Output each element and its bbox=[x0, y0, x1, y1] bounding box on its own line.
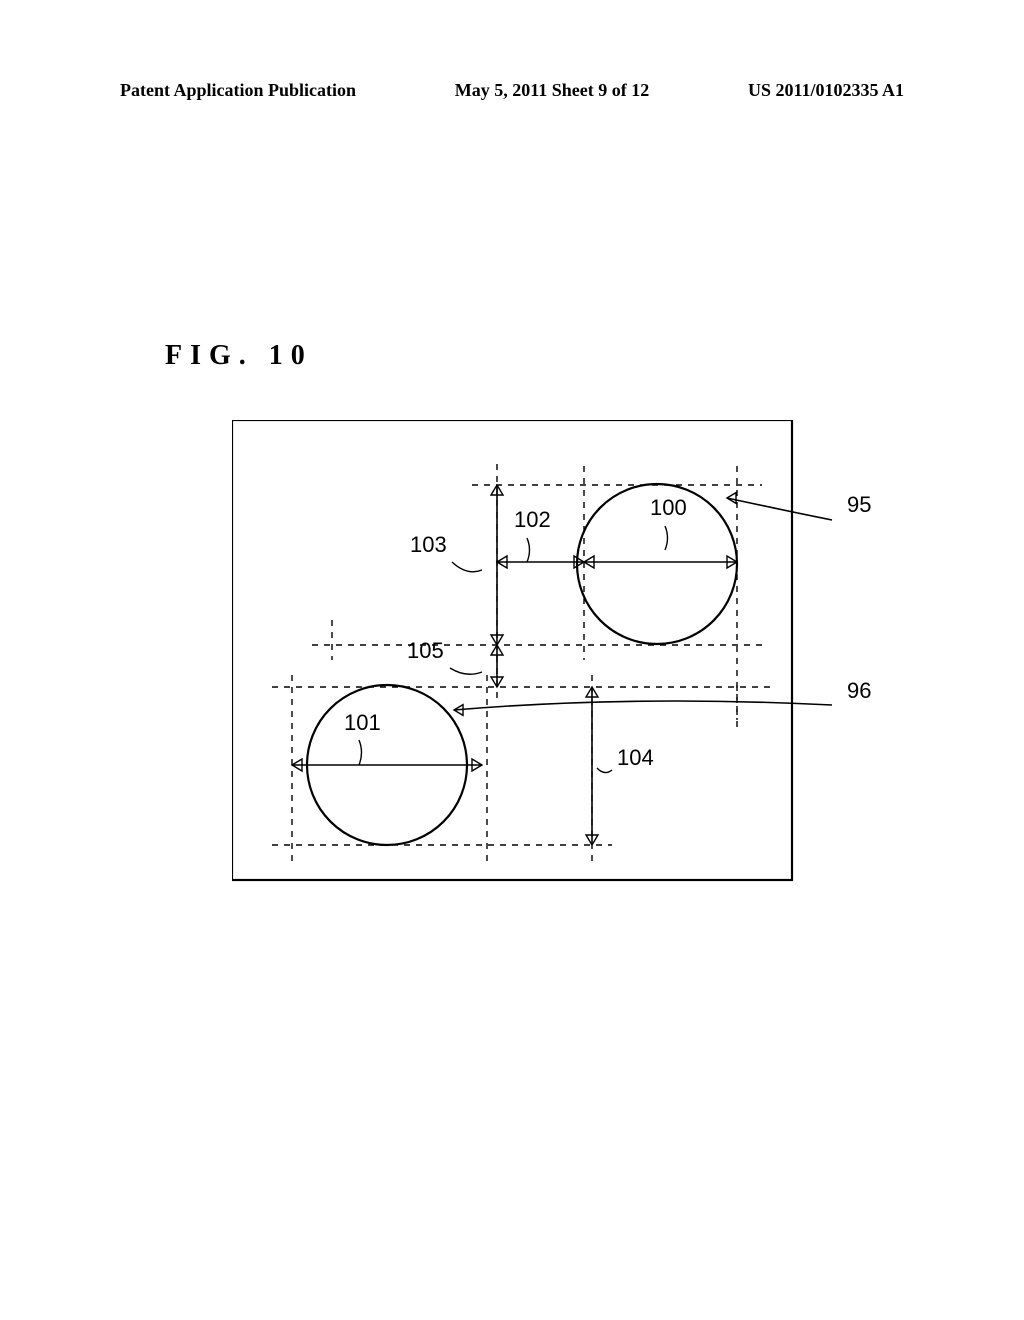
ref-label-105: 105 bbox=[407, 638, 444, 663]
ref-label-103: 103 bbox=[410, 532, 447, 557]
page-header: Patent Application Publication May 5, 20… bbox=[0, 80, 1024, 101]
header-center: May 5, 2011 Sheet 9 of 12 bbox=[455, 80, 649, 101]
ref-label-100: 100 bbox=[650, 495, 687, 520]
figure-svg: 95 96 100 101 102 103 104 105 bbox=[232, 420, 912, 890]
ref-label-101: 101 bbox=[344, 710, 381, 735]
ref-label-95: 95 bbox=[847, 492, 871, 517]
header-left: Patent Application Publication bbox=[120, 80, 356, 101]
header-right: US 2011/0102335 A1 bbox=[748, 80, 904, 101]
ref-label-102: 102 bbox=[514, 507, 551, 532]
ref-label-104: 104 bbox=[617, 745, 654, 770]
ref-label-96: 96 bbox=[847, 678, 871, 703]
figure-title: FIG. 10 bbox=[165, 340, 313, 372]
figure-diagram: 9596100101102103104105 bbox=[232, 420, 792, 880]
